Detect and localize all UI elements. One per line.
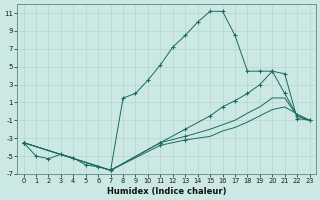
X-axis label: Humidex (Indice chaleur): Humidex (Indice chaleur) bbox=[107, 187, 226, 196]
